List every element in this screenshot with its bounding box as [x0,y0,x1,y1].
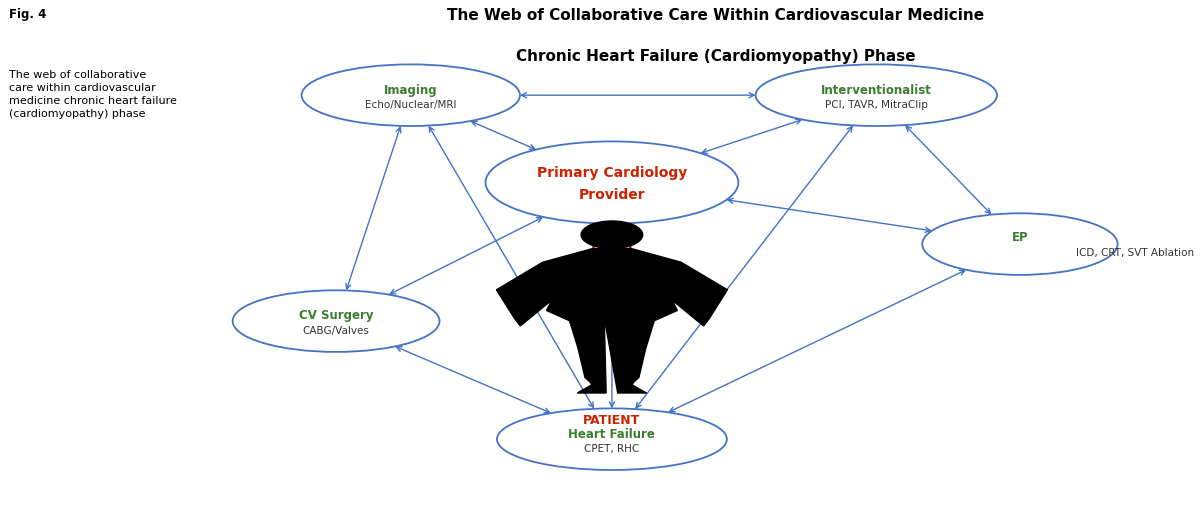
Text: Primary Cardiology: Primary Cardiology [536,166,688,180]
Text: Provider: Provider [578,188,646,202]
Polygon shape [497,249,727,393]
Ellipse shape [497,408,727,470]
Text: Echo/Nuclear/MRI: Echo/Nuclear/MRI [365,101,456,111]
Text: Interventionalist: Interventionalist [821,84,931,97]
Text: EP: EP [1012,231,1028,244]
Text: PATIENT: PATIENT [583,414,641,427]
Text: The Web of Collaborative Care Within Cardiovascular Medicine: The Web of Collaborative Care Within Car… [446,8,984,23]
Text: ICD, CRT, SVT Ablation: ICD, CRT, SVT Ablation [1076,248,1194,258]
Ellipse shape [486,141,738,224]
Text: PCI, TAVR, MitraClip: PCI, TAVR, MitraClip [824,101,928,111]
Text: Imaging: Imaging [384,84,438,97]
Text: Chronic Heart Failure (Cardiomyopathy) Phase: Chronic Heart Failure (Cardiomyopathy) P… [516,49,916,64]
Ellipse shape [923,213,1117,275]
Ellipse shape [756,64,997,126]
Circle shape [581,221,643,249]
Text: CABG/Valves: CABG/Valves [302,326,370,336]
Text: CV Surgery: CV Surgery [299,309,373,322]
Text: Fig. 4: Fig. 4 [8,8,46,21]
Text: Heart Failure: Heart Failure [569,428,655,441]
Text: The web of collaborative
care within cardiovascular
medicine chronic heart failu: The web of collaborative care within car… [8,70,176,119]
Text: CPET, RHC: CPET, RHC [584,444,640,455]
Ellipse shape [301,64,520,126]
Ellipse shape [233,290,439,352]
